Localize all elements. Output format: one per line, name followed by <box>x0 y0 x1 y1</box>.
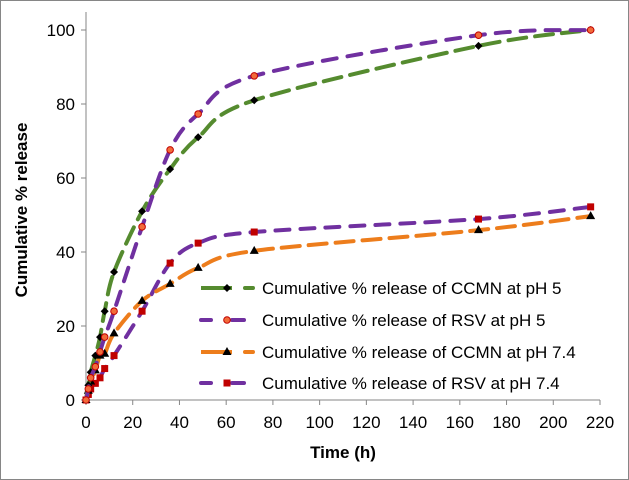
data-point <box>101 365 109 373</box>
data-point <box>194 239 202 247</box>
data-point <box>587 203 595 211</box>
data-point <box>586 26 595 34</box>
data-point <box>165 278 175 287</box>
data-point <box>166 146 174 154</box>
data-point <box>96 348 104 356</box>
y-tick-label: 40 <box>56 243 75 262</box>
x-tick-label: 20 <box>123 413 142 432</box>
y-tick-label: 100 <box>47 21 75 40</box>
legend-label: Cumulative % release of CCMN at pH 7.4 <box>262 343 576 362</box>
x-tick-label: 160 <box>446 413 474 432</box>
data-point <box>137 295 147 304</box>
data-point <box>166 259 174 267</box>
data-point <box>586 211 596 220</box>
data-point <box>84 385 93 393</box>
legend-marker <box>222 347 232 355</box>
data-point <box>86 374 95 382</box>
legend-label: Cumulative % release of RSV at pH 7.4 <box>262 374 560 393</box>
data-point <box>96 374 104 382</box>
data-point <box>82 396 90 404</box>
data-point <box>138 223 146 231</box>
x-tick-label: 100 <box>305 413 333 432</box>
data-point <box>250 228 258 236</box>
x-tick-label: 200 <box>539 413 567 432</box>
data-point <box>193 262 203 271</box>
data-point <box>91 379 99 387</box>
x-tick-label: 0 <box>81 413 90 432</box>
x-tick-label: 180 <box>492 413 520 432</box>
legend-marker <box>223 316 231 324</box>
y-ticks: 0 20 40 60 80 100 <box>47 21 86 410</box>
x-tick-label: 80 <box>263 413 282 432</box>
data-point <box>249 245 259 254</box>
data-point <box>100 333 109 341</box>
x-tick-label: 120 <box>352 413 380 432</box>
legend-item: Cumulative % release of CCMN at pH 7.4 <box>201 343 576 362</box>
data-point <box>475 215 483 223</box>
data-point <box>250 72 259 80</box>
data-point <box>110 307 118 316</box>
data-point <box>138 207 147 216</box>
y-tick-label: 80 <box>56 95 75 114</box>
data-point <box>166 165 175 174</box>
data-point <box>110 267 119 276</box>
legend: Cumulative % release of CCMN at pH 5 Cumu… <box>199 279 576 393</box>
legend-marker <box>223 379 231 387</box>
data-point <box>194 110 202 118</box>
axes <box>85 12 600 401</box>
legend-label: Cumulative % release of RSV at pH 5 <box>262 311 545 330</box>
data-point <box>474 41 483 50</box>
x-ticks: 0 20 40 60 80 100 120 140 160 180 200 220 <box>81 400 614 432</box>
legend-item: Cumulative % release of RSV at pH 7.4 <box>199 374 560 393</box>
data-point <box>194 133 203 142</box>
data-point <box>91 362 100 371</box>
x-tick-label: 60 <box>217 413 236 432</box>
x-tick-label: 220 <box>586 413 614 432</box>
x-tick-label: 140 <box>399 413 427 432</box>
data-point <box>250 96 259 105</box>
data-point <box>109 328 119 337</box>
y-tick-label: 20 <box>56 317 75 336</box>
series-group <box>81 26 596 404</box>
legend-marker <box>223 284 231 292</box>
data-point <box>138 307 146 315</box>
x-tick-label: 40 <box>170 413 189 432</box>
data-point <box>474 31 483 39</box>
legend-item: Cumulative % release of CCMN at pH 5 <box>201 279 562 298</box>
y-axis-title: Cumulative % release <box>12 123 31 298</box>
legend-label: Cumulative % release of CCMN at pH 5 <box>262 279 562 298</box>
series-line <box>84 214 593 402</box>
series-line <box>84 204 593 402</box>
y-tick-label: 60 <box>56 169 75 188</box>
data-point <box>474 225 484 234</box>
legend-item: Cumulative % release of RSV at pH 5 <box>199 311 545 330</box>
series-1 <box>82 26 595 404</box>
y-tick-label: 0 <box>66 391 75 410</box>
data-point <box>100 307 109 316</box>
data-point <box>110 352 118 360</box>
x-axis-title: Time (h) <box>310 443 376 462</box>
